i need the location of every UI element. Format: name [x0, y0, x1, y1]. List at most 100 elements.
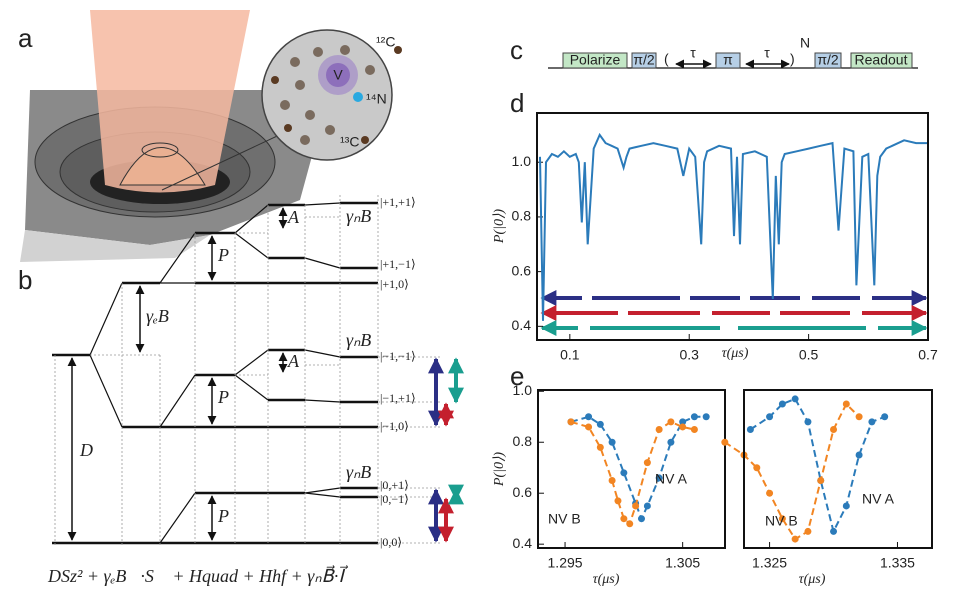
illustration-a — [20, 10, 402, 262]
data-point — [766, 489, 774, 497]
paren: ( — [664, 51, 669, 67]
data-point — [626, 520, 634, 528]
data-point — [679, 423, 687, 431]
x-axis-label: τ(μs) — [593, 572, 620, 587]
splitting-label: γₙB — [346, 462, 371, 482]
pulse-label: τ — [764, 45, 770, 61]
data-point — [632, 502, 640, 510]
pulse-sequence: ( ) — [548, 51, 918, 69]
state-label: |−1,−1⟩ — [380, 349, 416, 363]
panel-letter: a — [18, 23, 33, 53]
data-point — [753, 464, 761, 472]
data-point — [817, 476, 825, 484]
data-point — [637, 515, 645, 523]
data-point — [804, 527, 812, 535]
y-tick-label: 0.6 — [512, 262, 532, 278]
plot-frame — [537, 389, 726, 549]
data-point — [690, 426, 698, 433]
data-point — [804, 418, 812, 426]
y-tick-label: 0.8 — [513, 433, 533, 449]
x-axis-label: τ(μs) — [799, 572, 826, 587]
data-point — [643, 459, 651, 467]
data-point — [830, 527, 838, 535]
panel-letter: c — [510, 35, 523, 65]
state-label: |+1,0⟩ — [380, 277, 409, 291]
interval-arrows — [542, 298, 926, 328]
fit-line — [749, 397, 886, 535]
data-point — [655, 474, 663, 482]
data-point — [791, 535, 799, 543]
state-label: |0,0⟩ — [380, 535, 402, 549]
pulse-label: Readout — [855, 52, 908, 68]
data-point — [881, 413, 889, 421]
x-tick-label: 0.1 — [560, 347, 580, 363]
series-label: NV B — [548, 511, 581, 527]
data-point — [567, 418, 575, 426]
paren: ) — [790, 51, 795, 67]
x-tick-label: 1.335 — [880, 555, 915, 571]
data-point — [690, 413, 698, 421]
y-tick-label: 0.6 — [513, 484, 533, 500]
data-point — [721, 438, 729, 446]
hamiltonian: DSz² + γₑB⃗·S⃗ + Hquad + Hhf + γₙB⃗·I⃗ — [47, 565, 349, 586]
data-point — [679, 418, 687, 426]
data-point — [655, 426, 663, 433]
data-point — [608, 438, 616, 446]
data-point — [842, 502, 850, 510]
splitting-label: P — [217, 506, 229, 526]
atom-label: V — [333, 67, 343, 83]
atom-label: ¹³C — [340, 134, 359, 150]
y-tick-label: 0.4 — [513, 535, 533, 551]
pulse-label: π/2 — [633, 52, 655, 68]
data-point — [702, 413, 710, 421]
data-point — [855, 413, 863, 421]
data-point — [778, 400, 786, 408]
y-tick-label: 0.4 — [512, 317, 532, 333]
atom-label: ¹²C — [376, 34, 395, 50]
plot-frame — [536, 112, 929, 341]
plot-frame — [743, 389, 933, 549]
data-point — [614, 497, 622, 505]
data-point — [842, 400, 850, 408]
splitting-label: γₙB — [346, 206, 371, 226]
energy-diagram — [52, 195, 464, 545]
y-tick-label: 1.0 — [512, 153, 532, 169]
x-tick-label: 1.305 — [665, 555, 700, 571]
panel-letter: b — [18, 265, 32, 295]
y-axis-label: P(|0⟩) — [492, 209, 507, 245]
x-tick-label: 1.325 — [752, 555, 787, 571]
series-label: NV A — [862, 491, 895, 507]
data-point — [643, 502, 651, 510]
repeat-label: N — [800, 35, 810, 51]
data-point — [620, 469, 628, 477]
x-tick-label: 0.5 — [799, 347, 819, 363]
data-point — [778, 515, 786, 523]
splitting-label: γₑB — [146, 306, 169, 326]
pulse-label: π — [723, 52, 733, 68]
x-tick-label: 1.295 — [548, 555, 583, 571]
pulse-label: Polarize — [570, 52, 621, 68]
data-point — [830, 426, 838, 433]
data-point — [608, 476, 616, 484]
data-point — [791, 395, 799, 403]
splitting-label: A — [287, 207, 300, 227]
data-point — [620, 515, 628, 523]
atom-label: ¹⁴N — [366, 91, 387, 107]
data-point — [667, 438, 675, 446]
state-label: |−1,0⟩ — [380, 419, 409, 433]
splitting-label: γₙB — [346, 330, 371, 350]
pulse-label: π/2 — [817, 52, 839, 68]
data-point — [868, 418, 876, 426]
splitting-label: P — [217, 387, 229, 407]
y-tick-label: 0.8 — [512, 208, 532, 224]
state-label: |+1,−1⟩ — [380, 257, 416, 271]
splitting-label: P — [217, 245, 229, 265]
series-label: NV A — [655, 471, 688, 487]
pulse-label: τ — [690, 45, 696, 61]
state-label: |0,−1⟩ — [380, 492, 409, 506]
x-axis-label: τ(μs) — [722, 346, 749, 361]
data-point — [585, 423, 593, 431]
data-line — [539, 132, 928, 321]
data-point — [596, 420, 604, 428]
splitting-label: D — [79, 440, 93, 460]
